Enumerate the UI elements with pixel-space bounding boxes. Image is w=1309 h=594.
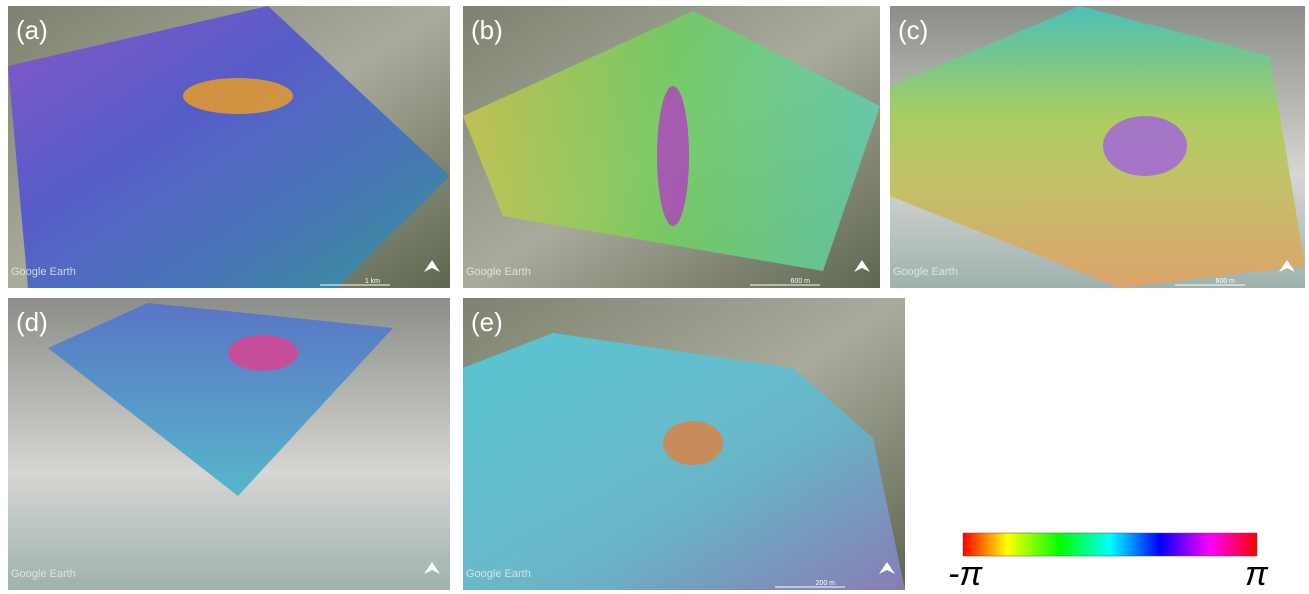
panel: (d) Google Earth — [8, 298, 450, 590]
figure: (a)Google Earth1 km(b)Google Earth600 m(… — [0, 0, 1309, 594]
deformation-fringe — [663, 421, 723, 465]
panel-label: (e) — [471, 307, 503, 337]
panel: (c) Google Earth 600 m — [890, 6, 1305, 288]
watermark: Google Earth — [893, 266, 958, 278]
scale-label: 200 m — [816, 580, 836, 587]
panel: (b) Google Earth 600 m — [463, 6, 880, 288]
watermark: Google Earth — [11, 266, 76, 278]
panel: (e) Google Earth 200 m — [463, 298, 905, 590]
colorbar-min-label: -π — [948, 555, 983, 593]
deformation-fringe — [657, 86, 689, 226]
scale-label: 600 m — [791, 278, 811, 285]
panel-label: (a) — [16, 15, 48, 45]
deformation-fringe — [183, 78, 293, 114]
colorbar-max-label: π — [1245, 555, 1269, 593]
scale-label: 1 km — [365, 278, 380, 285]
panel: (a) Google Earth 1 km — [8, 6, 450, 288]
panel-label: (d) — [16, 307, 48, 337]
watermark: Google Earth — [466, 266, 531, 278]
deformation-fringe — [228, 335, 298, 371]
panel-label: (c) — [898, 15, 928, 45]
panel-label: (b) — [471, 15, 503, 45]
colorbar — [963, 533, 1257, 556]
scale-label: 600 m — [1216, 278, 1236, 285]
deformation-fringe — [1103, 116, 1187, 176]
watermark: Google Earth — [11, 568, 76, 580]
watermark: Google Earth — [466, 568, 531, 580]
